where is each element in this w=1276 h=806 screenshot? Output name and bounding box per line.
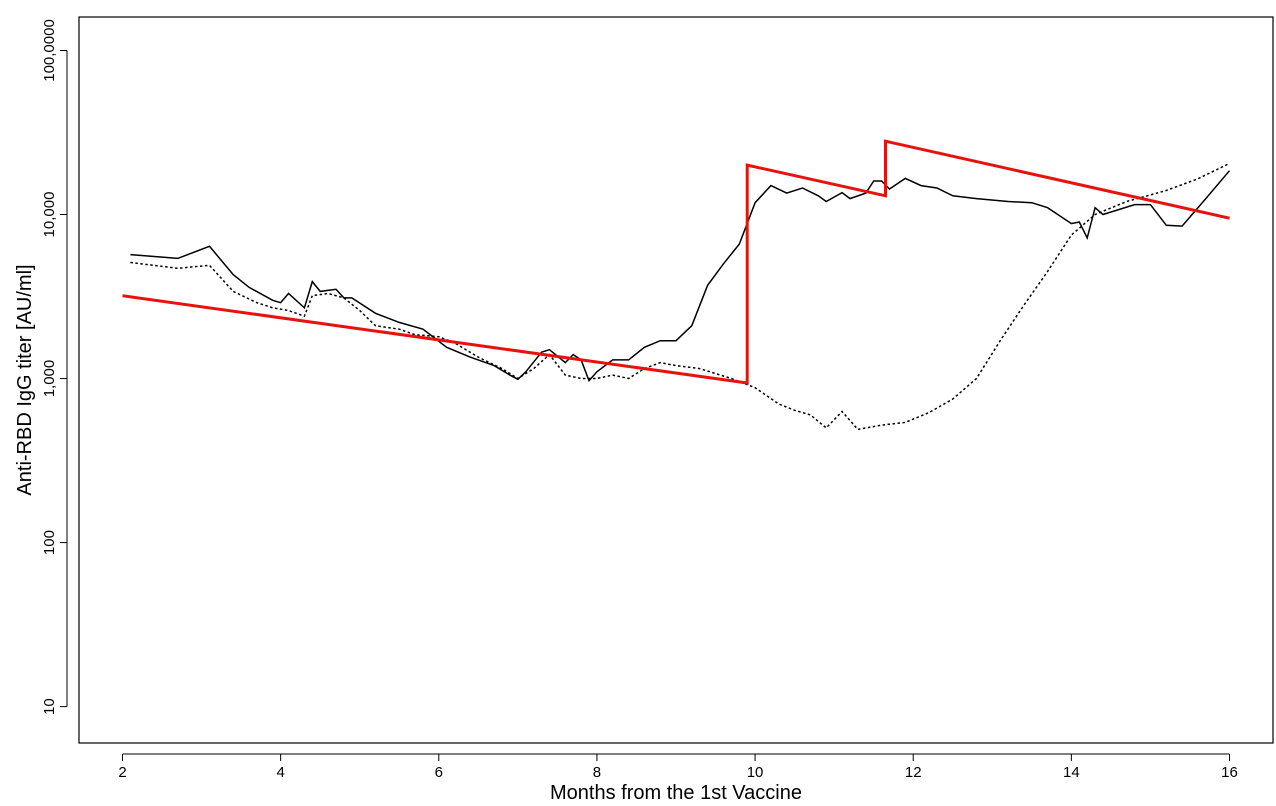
y-tick-label: 100 (41, 530, 58, 555)
series-layer (122, 139, 1231, 431)
x-tick-label: 8 (593, 764, 601, 781)
x-tick-label: 12 (905, 764, 922, 781)
solid-line-series (130, 170, 1231, 383)
y-tick-label: 1,000 (41, 360, 58, 398)
y-axis: 10 100 1,000 10,000 100,0000 (41, 19, 68, 715)
x-tick-label: 16 (1221, 764, 1238, 781)
x-tick-label: 4 (276, 764, 284, 781)
y-tick-label: 10,000 (41, 192, 58, 238)
dotted-line-series (130, 162, 1230, 431)
x-tick-label: 6 (435, 764, 443, 781)
x-axis: 2 4 6 8 10 12 14 16 (118, 753, 1238, 781)
x-tick-label: 10 (747, 764, 764, 781)
x-axis-title: Months from the 1st Vaccine (550, 782, 802, 804)
y-axis-title: Anti-RBD IgG titer [AU/ml] (14, 264, 36, 495)
y-tick-label: 10 (41, 698, 58, 715)
plot-frame (78, 16, 1274, 744)
x-tick-label: 2 (118, 764, 126, 781)
red-fitted-series (122, 139, 1230, 385)
y-tick-label: 100,0000 (41, 19, 58, 82)
x-tick-label: 14 (1063, 764, 1080, 781)
